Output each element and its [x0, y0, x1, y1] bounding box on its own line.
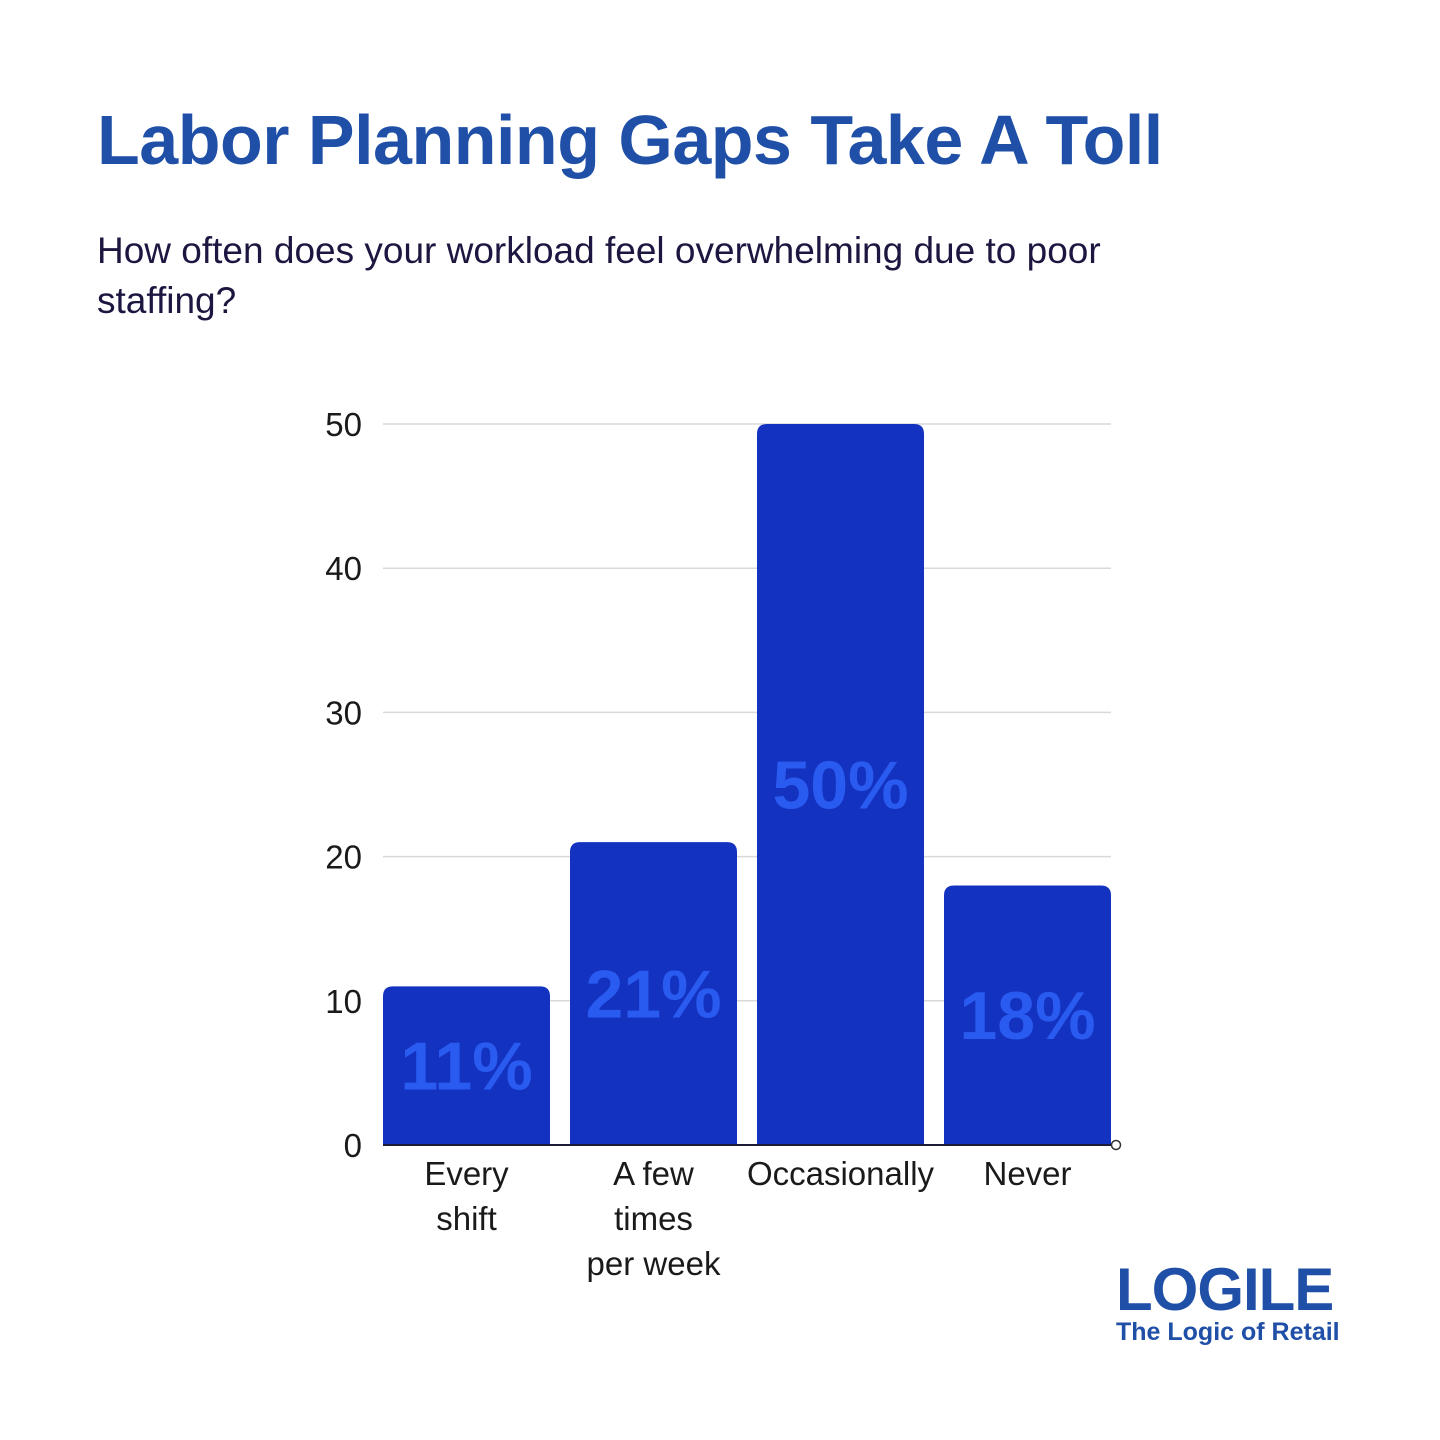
data-label: 18% — [959, 978, 1095, 1054]
bar — [570, 842, 737, 1145]
logile-logo: LOGILE The Logic of Retail — [1116, 1256, 1340, 1347]
data-label: 21% — [585, 957, 721, 1033]
bar — [944, 885, 1111, 1145]
chart-title: Labor Planning Gaps Take A Toll — [97, 101, 1163, 179]
data-label: 11% — [400, 1029, 532, 1105]
axis-end-marker — [1110, 1139, 1122, 1151]
chart-subtitle: How often does your workload feel overwh… — [97, 230, 1101, 321]
data-label: 50% — [772, 748, 908, 824]
x-tick-label: times — [614, 1200, 693, 1237]
bar — [383, 986, 550, 1145]
x-tick-label: shift — [436, 1200, 497, 1237]
x-tick-label: Every — [424, 1155, 509, 1192]
logo-tagline: The Logic of Retail — [1116, 1318, 1340, 1346]
y-tick-label: 10 — [325, 983, 362, 1020]
x-tick-label: per week — [587, 1245, 721, 1282]
bar — [757, 424, 924, 1145]
y-tick-label: 50 — [325, 406, 362, 443]
y-tick-label: 30 — [325, 694, 362, 731]
y-tick-label: 20 — [325, 839, 362, 876]
x-tick-label: Occasionally — [747, 1155, 935, 1192]
y-tick-label: 40 — [325, 550, 362, 587]
x-tick-label: Never — [983, 1155, 1071, 1192]
logo-mark: LOGILE — [1116, 1256, 1334, 1323]
y-tick-label: 0 — [344, 1127, 362, 1164]
x-tick-label: A few — [613, 1155, 694, 1192]
